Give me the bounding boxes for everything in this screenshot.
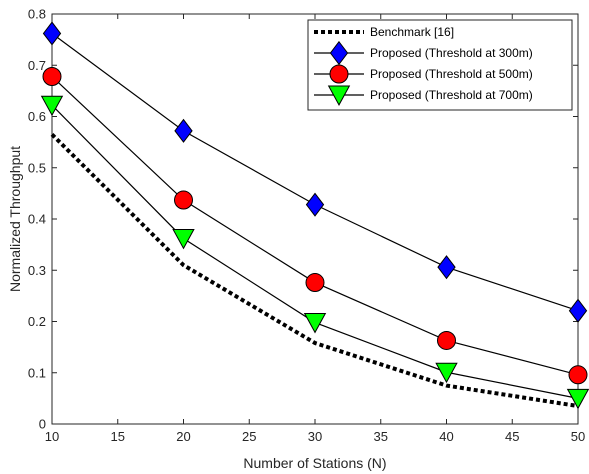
legend: Benchmark [16] Proposed (Threshold at 300… (307, 19, 573, 111)
data-point-series-3 (435, 362, 458, 384)
y-tick-label: 0.5 (28, 160, 46, 175)
data-point-series-2 (42, 67, 62, 87)
data-point-series-1 (305, 192, 325, 217)
y-tick-label: 0.4 (28, 212, 46, 227)
legend-swatch-marker (329, 40, 349, 66)
x-tick-label: 40 (439, 429, 453, 444)
x-tick-label: 30 (308, 429, 322, 444)
legend-entry-label: Proposed (Threshold at 700m) (370, 88, 533, 102)
data-point-series-3 (566, 388, 589, 410)
x-tick-label: 10 (45, 429, 59, 444)
legend-entry-label: Benchmark [16] (370, 25, 454, 39)
data-point-series-2 (568, 365, 588, 385)
axes: 10 15 20 25 30 35 40 45 50 0 0.1 0.2 0.3 0.4 0.5 0.6 0.7… (7, 7, 585, 472)
data-point-series-1 (42, 21, 62, 46)
y-tick-label: 0.1 (28, 365, 46, 380)
x-tick-label: 35 (374, 429, 388, 444)
y-tick-label: 0.8 (28, 7, 46, 22)
y-tick-label: 0.2 (28, 314, 46, 329)
data-point-series-2 (437, 330, 456, 350)
y-axis-title: Normalized Throughput (7, 146, 23, 292)
data-point-series-3 (303, 313, 327, 334)
x-axis-title: Number of Stations (N) (243, 455, 386, 471)
y-tick-label: 0.7 (28, 58, 46, 73)
data-point-series-3 (172, 228, 195, 250)
data-point-series-2 (305, 273, 325, 293)
x-tick-label: 20 (176, 429, 190, 444)
data-point-series-1 (568, 298, 588, 323)
data-point-series-1 (174, 118, 193, 143)
x-tick-label: 50 (571, 429, 585, 444)
legend-entry-label: Proposed (Threshold at 300m) (370, 46, 533, 60)
legend-swatch-marker (329, 64, 349, 84)
y-tick-label: 0.3 (28, 263, 46, 278)
x-tick-label: 25 (242, 429, 256, 444)
x-tick-label: 45 (505, 429, 519, 444)
data-point-series-3 (40, 95, 64, 117)
legend-entry-label: Proposed (Threshold at 500m) (370, 67, 533, 81)
legend-swatch-marker (327, 85, 351, 106)
data-point-series-1 (437, 255, 456, 280)
series-line-0 (50, 133, 579, 409)
y-tick-label: 0.6 (28, 109, 46, 124)
x-tick-label: 15 (111, 429, 125, 444)
y-tick-label: 0 (39, 417, 46, 432)
plot-series (40, 21, 589, 410)
data-point-series-2 (174, 190, 193, 210)
